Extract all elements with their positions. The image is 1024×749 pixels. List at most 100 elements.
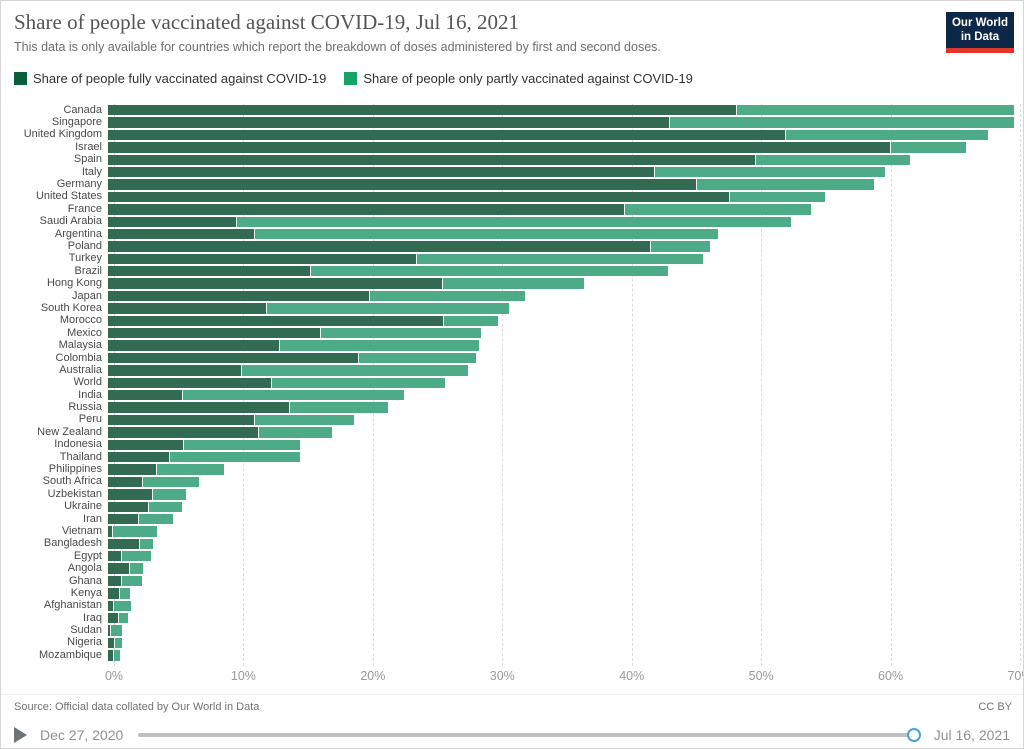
partly-bar-segment[interactable] <box>120 575 142 587</box>
partly-bar-segment[interactable] <box>168 451 300 463</box>
partly-bar-segment[interactable] <box>112 600 131 612</box>
partly-bar-segment[interactable] <box>152 489 186 500</box>
fully-bar-segment[interactable] <box>108 650 114 661</box>
fully-bar-segment[interactable] <box>108 290 370 302</box>
partly-bar-segment[interactable] <box>650 241 710 252</box>
partly-bar-segment[interactable] <box>254 414 354 426</box>
fully-bar-segment[interactable] <box>108 142 890 153</box>
partly-bar-segment[interactable] <box>265 303 510 314</box>
partly-bar-segment[interactable] <box>120 551 151 562</box>
timeline-handle[interactable] <box>906 728 921 742</box>
partly-bar-segment[interactable] <box>369 290 525 302</box>
partly-bar-segment[interactable] <box>668 117 1014 128</box>
timeline-track[interactable] <box>138 728 921 742</box>
fully-bar-segment[interactable] <box>108 303 266 314</box>
fully-bar-segment[interactable] <box>108 402 290 413</box>
fully-bar-segment[interactable] <box>108 166 655 178</box>
fully-bar-segment[interactable] <box>108 625 110 636</box>
legend-item-fully[interactable]: Share of people fully vaccinated against… <box>14 71 326 86</box>
partly-bar-segment[interactable] <box>357 352 476 364</box>
partly-bar-segment[interactable] <box>755 154 911 165</box>
partly-bar-segment[interactable] <box>141 476 199 488</box>
partly-bar-segment[interactable] <box>654 166 885 178</box>
fully-bar-segment[interactable] <box>108 637 115 649</box>
fully-bar-segment[interactable] <box>108 241 651 252</box>
fully-bar-segment[interactable] <box>108 526 112 537</box>
partly-bar-segment[interactable] <box>139 538 154 550</box>
fully-bar-segment[interactable] <box>108 389 182 401</box>
partly-bar-segment[interactable] <box>729 191 826 203</box>
fully-bar-segment[interactable] <box>108 365 242 376</box>
fully-bar-segment[interactable] <box>108 588 119 599</box>
partly-bar-segment[interactable] <box>117 613 129 624</box>
fully-bar-segment[interactable] <box>108 315 444 327</box>
partly-bar-segment[interactable] <box>624 204 811 215</box>
partly-bar-segment[interactable] <box>416 253 704 265</box>
partly-bar-segment[interactable] <box>109 625 123 636</box>
fully-bar-segment[interactable] <box>108 154 756 165</box>
fully-bar-segment[interactable] <box>108 439 184 450</box>
fully-bar-segment[interactable] <box>108 489 152 500</box>
fully-bar-segment[interactable] <box>108 179 696 190</box>
fully-bar-segment[interactable] <box>108 414 255 426</box>
play-button[interactable] <box>14 727 27 743</box>
fully-bar-segment[interactable] <box>108 613 118 624</box>
partly-bar-segment[interactable] <box>289 402 388 413</box>
partly-bar-segment[interactable] <box>113 650 121 661</box>
fully-bar-segment[interactable] <box>108 427 259 438</box>
fully-bar-segment[interactable] <box>108 352 358 364</box>
owid-logo[interactable]: Our World in Data <box>945 12 1014 53</box>
fully-bar-segment[interactable] <box>108 551 121 562</box>
partly-bar-segment[interactable] <box>889 142 967 153</box>
fully-bar-segment[interactable] <box>108 328 321 339</box>
fully-bar-segment[interactable] <box>108 266 310 277</box>
partly-bar-segment[interactable] <box>271 377 445 388</box>
partly-bar-segment[interactable] <box>137 513 173 525</box>
partly-bar-segment[interactable] <box>155 464 225 475</box>
partly-bar-segment[interactable] <box>114 637 122 649</box>
fully-bar-segment[interactable] <box>108 340 279 351</box>
country-label: Iran <box>83 512 102 525</box>
partly-bar-segment[interactable] <box>119 588 130 599</box>
fully-bar-segment[interactable] <box>108 563 129 574</box>
fully-bar-segment[interactable] <box>108 228 255 240</box>
fully-bar-segment[interactable] <box>108 253 417 265</box>
partly-bar-segment[interactable] <box>181 389 405 401</box>
fully-bar-segment[interactable] <box>108 191 730 203</box>
partly-bar-segment[interactable] <box>320 328 481 339</box>
fully-bar-segment[interactable] <box>108 538 140 550</box>
partly-bar-segment[interactable] <box>236 216 792 227</box>
fully-bar-segment[interactable] <box>108 513 138 525</box>
partly-bar-segment[interactable] <box>695 179 875 190</box>
partly-bar-segment[interactable] <box>441 278 585 289</box>
fully-bar-segment[interactable] <box>108 476 142 488</box>
partly-bar-segment[interactable] <box>148 501 182 512</box>
fully-bar-segment[interactable] <box>108 377 272 388</box>
partly-bar-segment[interactable] <box>309 266 669 277</box>
partly-bar-segment[interactable] <box>111 526 158 537</box>
fully-bar-segment[interactable] <box>108 216 237 227</box>
partly-bar-segment[interactable] <box>183 439 300 450</box>
license-link[interactable]: CC BY <box>978 701 1012 713</box>
legend-item-partly[interactable]: Share of people only partly vaccinated a… <box>344 71 693 86</box>
partly-bar-segment[interactable] <box>258 427 332 438</box>
fully-bar-segment[interactable] <box>108 501 149 512</box>
partly-bar-segment[interactable] <box>443 315 498 327</box>
partly-bar-segment[interactable] <box>278 340 480 351</box>
partly-bar-segment[interactable] <box>735 105 1014 116</box>
partly-bar-segment[interactable] <box>241 365 468 376</box>
fully-bar-segment[interactable] <box>108 117 669 128</box>
partly-bar-segment[interactable] <box>784 129 989 141</box>
partly-bar-segment[interactable] <box>128 563 143 574</box>
partly-bar-segment[interactable] <box>254 228 718 240</box>
fully-bar-segment[interactable] <box>108 278 442 289</box>
fully-bar-segment[interactable] <box>108 575 121 587</box>
gridline <box>890 104 892 666</box>
fully-bar-segment[interactable] <box>108 129 785 141</box>
fully-bar-segment[interactable] <box>108 464 156 475</box>
fully-bar-segment[interactable] <box>108 600 113 612</box>
fully-bar-segment[interactable] <box>108 451 169 463</box>
fully-bar-segment[interactable] <box>108 204 625 215</box>
fully-bar-segment[interactable] <box>108 105 736 116</box>
bar-stack <box>108 290 1014 302</box>
